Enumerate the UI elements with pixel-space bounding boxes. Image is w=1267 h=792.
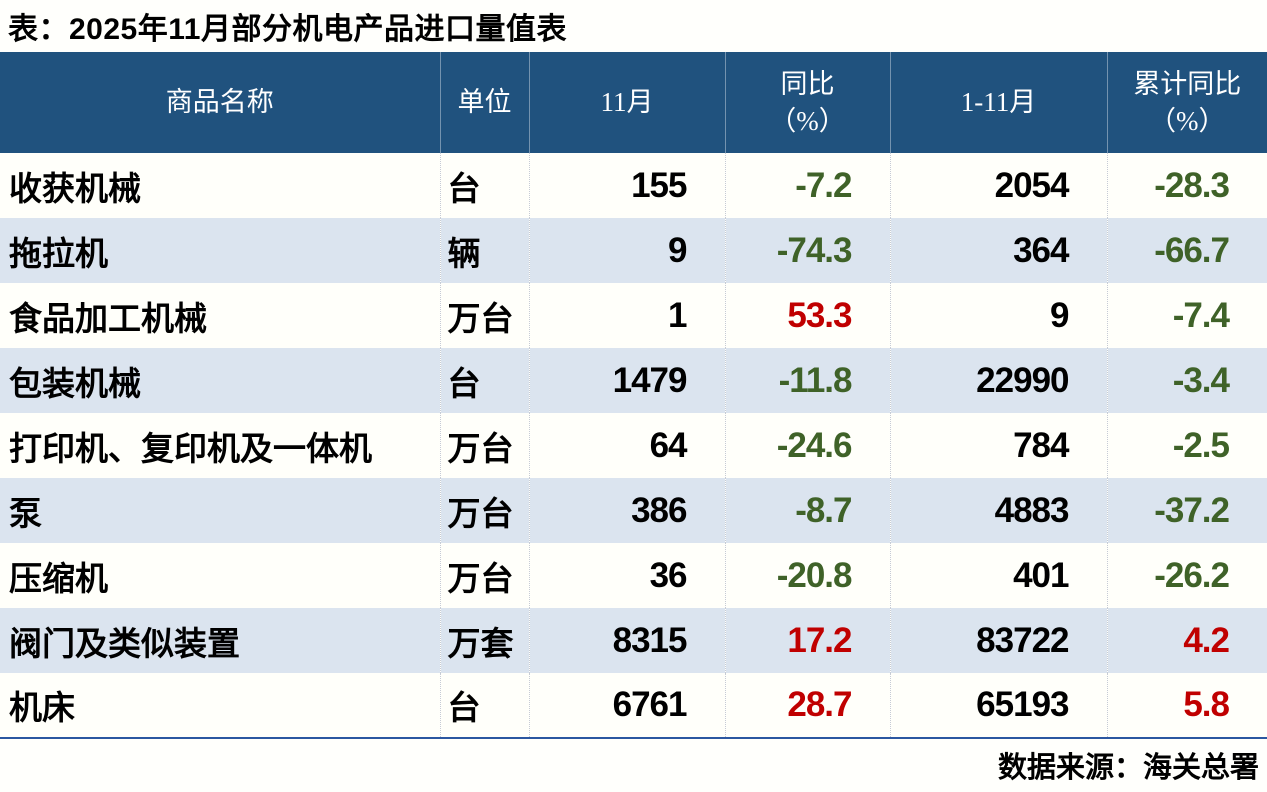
cum-yoy-cell: -2.5 <box>1106 413 1267 478</box>
unit-cell: 台 <box>439 348 529 413</box>
yoy-cell: 17.2 <box>724 608 890 673</box>
yoy-cell: -8.7 <box>724 478 890 543</box>
unit-cell: 辆 <box>439 218 529 283</box>
nov-value-cell: 1479 <box>528 348 725 413</box>
nov-value-cell: 36 <box>528 543 725 608</box>
unit-cell: 万台 <box>439 413 529 478</box>
nov-value-cell: 64 <box>528 413 725 478</box>
header-jan-nov: 1-11月 <box>889 52 1107 153</box>
data-source-note: 数据来源：海关总署 <box>997 752 1259 784</box>
cum-value-cell: 401 <box>889 543 1107 608</box>
yoy-cell: -11.8 <box>724 348 890 413</box>
table-header: 商品名称 单位 11月 同比 （%） 1-11月 累计同比 （%） <box>0 52 1267 153</box>
cum-value-cell: 4883 <box>889 478 1107 543</box>
table-row: 压缩机 万台 36 -20.8 401 -26.2 <box>0 543 1267 608</box>
nov-value-cell: 386 <box>528 478 725 543</box>
header-label: 1-11月 <box>960 87 1037 118</box>
yoy-cell: 28.7 <box>724 673 890 738</box>
product-name-cell: 收获机械 <box>9 169 141 207</box>
table-row: 拖拉机 辆 9 -74.3 364 -66.7 <box>0 218 1267 283</box>
yoy-cell: -24.6 <box>724 413 890 478</box>
unit-cell: 台 <box>439 153 529 218</box>
nov-value-cell: 8315 <box>528 608 725 673</box>
header-label: 单位 <box>457 87 512 118</box>
table-row: 泵 万台 386 -8.7 4883 -37.2 <box>0 478 1267 543</box>
nov-value-cell: 9 <box>528 218 725 283</box>
yoy-cell: -7.2 <box>724 153 890 218</box>
product-name-cell: 机床 <box>9 689 75 726</box>
header-yoy: 同比 （%） <box>724 52 890 153</box>
nov-value-cell: 6761 <box>528 673 725 738</box>
table-row: 包装机械 台 1479 -11.8 22990 -3.4 <box>0 348 1267 413</box>
cum-yoy-cell: -28.3 <box>1106 153 1267 218</box>
cum-value-cell: 22990 <box>889 348 1107 413</box>
cum-value-cell: 784 <box>889 413 1107 478</box>
header-label: 商品名称 <box>165 87 274 118</box>
product-name-cell: 打印机、复印机及一体机 <box>9 429 372 467</box>
cum-yoy-cell: -26.2 <box>1106 543 1267 608</box>
unit-cell: 万台 <box>439 543 529 608</box>
header-november: 11月 <box>528 52 725 153</box>
unit-cell: 台 <box>439 673 529 738</box>
yoy-cell: 53.3 <box>724 283 890 348</box>
product-name-cell: 拖拉机 <box>9 234 108 272</box>
product-name-cell: 包装机械 <box>9 364 141 402</box>
product-name-cell: 压缩机 <box>9 559 108 597</box>
cum-yoy-cell: 5.8 <box>1106 673 1267 738</box>
header-label: 同比 <box>780 69 835 100</box>
cum-yoy-cell: -7.4 <box>1106 283 1267 348</box>
header-cumulative-yoy: 累计同比 （%） <box>1106 52 1267 153</box>
table-row: 打印机、复印机及一体机 万台 64 -24.6 784 -2.5 <box>0 413 1267 478</box>
nov-value-cell: 155 <box>528 153 725 218</box>
nov-value-cell: 1 <box>528 283 725 348</box>
cum-value-cell: 65193 <box>889 673 1107 738</box>
product-name-cell: 阀门及类似装置 <box>9 624 240 662</box>
unit-cell: 万套 <box>439 608 529 673</box>
cum-value-cell: 2054 <box>889 153 1107 218</box>
cum-yoy-cell: -66.7 <box>1106 218 1267 283</box>
cum-yoy-cell: -37.2 <box>1106 478 1267 543</box>
cum-value-cell: 364 <box>889 218 1107 283</box>
cum-yoy-cell: -3.4 <box>1106 348 1267 413</box>
table-row: 阀门及类似装置 万套 8315 17.2 83722 4.2 <box>0 608 1267 673</box>
header-unit: 单位 <box>439 52 529 153</box>
product-name-cell: 食品加工机械 <box>9 299 207 337</box>
figure-title: 表：2025年11月部分机电产品进口量值表 <box>8 13 567 46</box>
cum-value-cell: 83722 <box>889 608 1107 673</box>
cum-value-cell: 9 <box>889 283 1107 348</box>
header-label: 累计同比 <box>1133 69 1242 100</box>
import-data-table: 商品名称 单位 11月 同比 （%） 1-11月 累计同比 （%） 收获机械 台 1… <box>0 52 1267 739</box>
product-name-cell: 泵 <box>9 494 42 532</box>
yoy-cell: -20.8 <box>724 543 890 608</box>
unit-cell: 万台 <box>439 283 529 348</box>
table-row: 机床 台 6761 28.7 65193 5.8 <box>0 673 1267 738</box>
header-row: 商品名称 单位 11月 同比 （%） 1-11月 累计同比 （%） <box>0 52 1267 153</box>
unit-cell: 万台 <box>439 478 529 543</box>
header-sublabel: （%） <box>1149 105 1226 136</box>
header-label: 11月 <box>600 87 654 118</box>
table-body: 收获机械 台 155 -7.2 2054 -28.3 拖拉机 辆 9 -74.3… <box>0 153 1267 738</box>
table-row: 收获机械 台 155 -7.2 2054 -28.3 <box>0 153 1267 218</box>
yoy-cell: -74.3 <box>724 218 890 283</box>
header-sublabel: （%） <box>769 105 846 136</box>
header-product-name: 商品名称 <box>0 52 440 153</box>
cum-yoy-cell: 4.2 <box>1106 608 1267 673</box>
table-row: 食品加工机械 万台 1 53.3 9 -7.4 <box>0 283 1267 348</box>
